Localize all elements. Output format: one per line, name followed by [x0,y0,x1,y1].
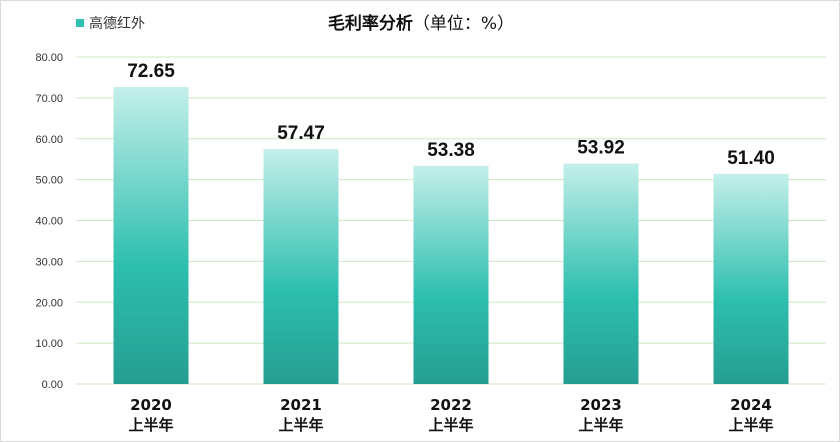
x-axis-labels: 2020 上半年 2021 上半年 2022 上半年 2023 上半年 2024 上半年 [128,396,773,434]
legend: 高德红外 [76,15,145,32]
x-tick-label-year: 2023 [580,396,622,414]
data-labels: 72.65 57.47 53.38 53.92 51.40 [127,61,775,169]
data-label: 51.40 [727,148,775,169]
legend-swatch [76,19,84,27]
bar [713,173,789,384]
bar [563,163,639,384]
bar [263,149,339,384]
x-tick-label-year: 2021 [280,396,322,414]
y-tick-label: 40.00 [35,216,63,228]
x-tick-label-period: 上半年 [278,416,323,434]
x-tick-label-year: 2020 [130,396,172,414]
y-tick-label: 10.00 [35,338,63,350]
chart-title-main: 毛利率分析 [328,13,413,34]
y-tick-label: 0.00 [42,379,63,391]
x-tick-label-period: 上半年 [128,416,173,434]
y-tick-label: 20.00 [35,297,63,309]
bars [113,87,789,384]
chart-title-unit: （单位：%） [413,14,514,34]
x-tick-label-year: 2022 [430,396,472,414]
data-label: 72.65 [127,61,175,82]
data-label: 53.92 [577,138,625,159]
y-tick-label: 60.00 [35,134,63,146]
y-tick-label: 80.00 [35,52,63,64]
y-tick-label: 70.00 [35,93,63,105]
data-label: 53.38 [427,140,475,161]
y-axis-ticks: 0.00 10.00 20.00 30.00 40.00 50.00 60.00 70.00 8… [35,52,63,391]
bar [413,165,489,384]
x-tick-label-period: 上半年 [728,416,773,434]
y-tick-label: 30.00 [35,256,63,268]
x-tick-label-period: 上半年 [578,416,623,434]
bar [113,87,189,384]
legend-label: 高德红外 [89,15,145,32]
x-tick-label-year: 2024 [730,396,772,414]
y-tick-label: 50.00 [35,175,63,187]
data-label: 57.47 [277,123,325,144]
x-tick-label-period: 上半年 [428,416,473,434]
chart-title: 毛利率分析（单位：%） [328,13,514,34]
